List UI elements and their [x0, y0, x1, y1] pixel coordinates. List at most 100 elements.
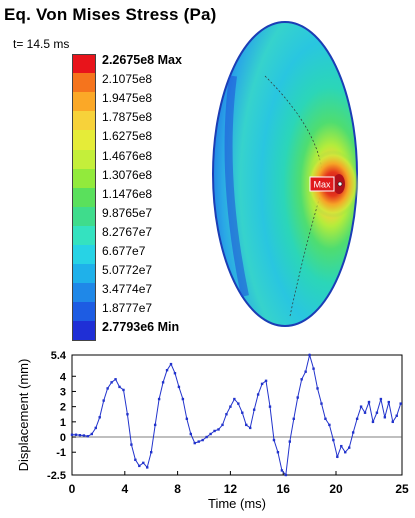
data-point [169, 362, 173, 366]
legend-swatch [72, 264, 96, 283]
data-point [363, 411, 367, 414]
time-label: t= 14.5 ms [13, 37, 70, 51]
data-point [264, 379, 268, 383]
data-point [324, 417, 327, 420]
data-point [138, 464, 141, 468]
data-point [102, 399, 105, 402]
y-tick-label: 5.4 [51, 350, 67, 362]
y-tick-label: -2.5 [47, 470, 66, 482]
data-point [114, 378, 117, 381]
data-point [193, 441, 196, 445]
data-point [173, 372, 177, 375]
data-point [118, 385, 121, 389]
data-point [70, 433, 74, 436]
data-point [237, 402, 240, 405]
data-point [153, 423, 157, 427]
data-point [308, 353, 311, 357]
data-point [280, 469, 284, 472]
data-point [355, 417, 359, 420]
data-point [106, 387, 109, 390]
legend-swatch [72, 169, 96, 188]
legend-label: 1.9475e8 [102, 91, 153, 105]
data-point [387, 400, 390, 404]
data-point [272, 438, 276, 442]
x-tick-label: 25 [395, 482, 409, 496]
legend-label: 2.1075e8 [102, 72, 153, 86]
data-point [348, 446, 351, 449]
displacement-chart: 0 4 8 12 16 20 25 5.4 4 3 2 1 0 -1 -2.5 Time (ms) Displa… [16, 350, 409, 511]
data-point [126, 413, 129, 416]
legend-swatch [72, 283, 96, 302]
legend-label: 9.8765e7 [102, 206, 153, 220]
legend-swatch [72, 73, 96, 92]
data-point [213, 429, 216, 433]
data-point [181, 397, 185, 401]
legend-label: 1.7875e8 [102, 110, 153, 124]
legend-label: 1.1476e8 [102, 187, 153, 201]
data-point [110, 381, 113, 384]
legend-swatch [72, 321, 96, 341]
legend-swatch [72, 207, 96, 226]
y-tick-label: 3 [60, 386, 66, 398]
data-point [260, 382, 264, 386]
y-tick-label: 2 [60, 402, 66, 414]
data-point [336, 455, 339, 458]
data-point [344, 451, 347, 454]
legend-swatch [72, 188, 96, 207]
chart-title: Eq. Von Mises Stress (Pa) [4, 5, 217, 24]
max-marker-label [309, 176, 335, 192]
data-point [197, 440, 200, 443]
y-tick-label: 0 [60, 432, 66, 444]
data-point [225, 413, 228, 416]
data-point [134, 458, 137, 462]
data-point [383, 416, 387, 419]
x-tick-label: 20 [329, 482, 343, 496]
data-point [241, 411, 244, 414]
data-point [304, 370, 307, 373]
data-point [399, 402, 402, 405]
data-point [359, 405, 363, 408]
x-tick-label: 8 [174, 482, 181, 496]
max-marker-text: Max [313, 180, 331, 190]
legend-label: 1.8777e7 [102, 301, 153, 315]
data-point [221, 423, 224, 427]
data-point [391, 420, 394, 424]
data-point [122, 388, 125, 392]
data-point [74, 433, 78, 436]
y-tick-label: -1 [56, 447, 66, 459]
x-tick-label: 12 [224, 482, 238, 496]
data-point [150, 451, 153, 454]
data-point [98, 416, 101, 419]
legend-swatch [72, 302, 96, 321]
series-line [72, 353, 402, 477]
legend-label: 2.2675e8 Max [102, 53, 182, 67]
data-point [320, 402, 323, 405]
x-axis-label: Time (ms) [208, 496, 266, 511]
data-point [142, 461, 145, 465]
data-point [340, 444, 343, 448]
data-point [82, 434, 86, 437]
data-point [229, 405, 232, 408]
legend-label: 6.677e7 [102, 244, 146, 258]
data-point [375, 411, 379, 414]
y-tick-label: 4 [60, 371, 67, 383]
data-point [130, 443, 133, 446]
data-point [146, 466, 149, 469]
data-point [296, 396, 299, 399]
legend-label: 8.2767e7 [102, 225, 153, 239]
x-tick-label: 16 [277, 482, 291, 496]
data-point [90, 432, 93, 436]
data-point [276, 451, 280, 454]
data-point [189, 432, 192, 436]
legend-label: 1.3076e8 [102, 168, 153, 182]
data-point [256, 393, 260, 396]
data-point [165, 368, 169, 372]
data-point [177, 385, 181, 389]
data-point [395, 414, 398, 417]
data-point [205, 435, 208, 439]
data-point [185, 417, 189, 420]
data-point [328, 423, 331, 427]
y-tick-label: 1 [60, 417, 66, 429]
data-point [371, 420, 375, 424]
data-point [288, 440, 291, 443]
